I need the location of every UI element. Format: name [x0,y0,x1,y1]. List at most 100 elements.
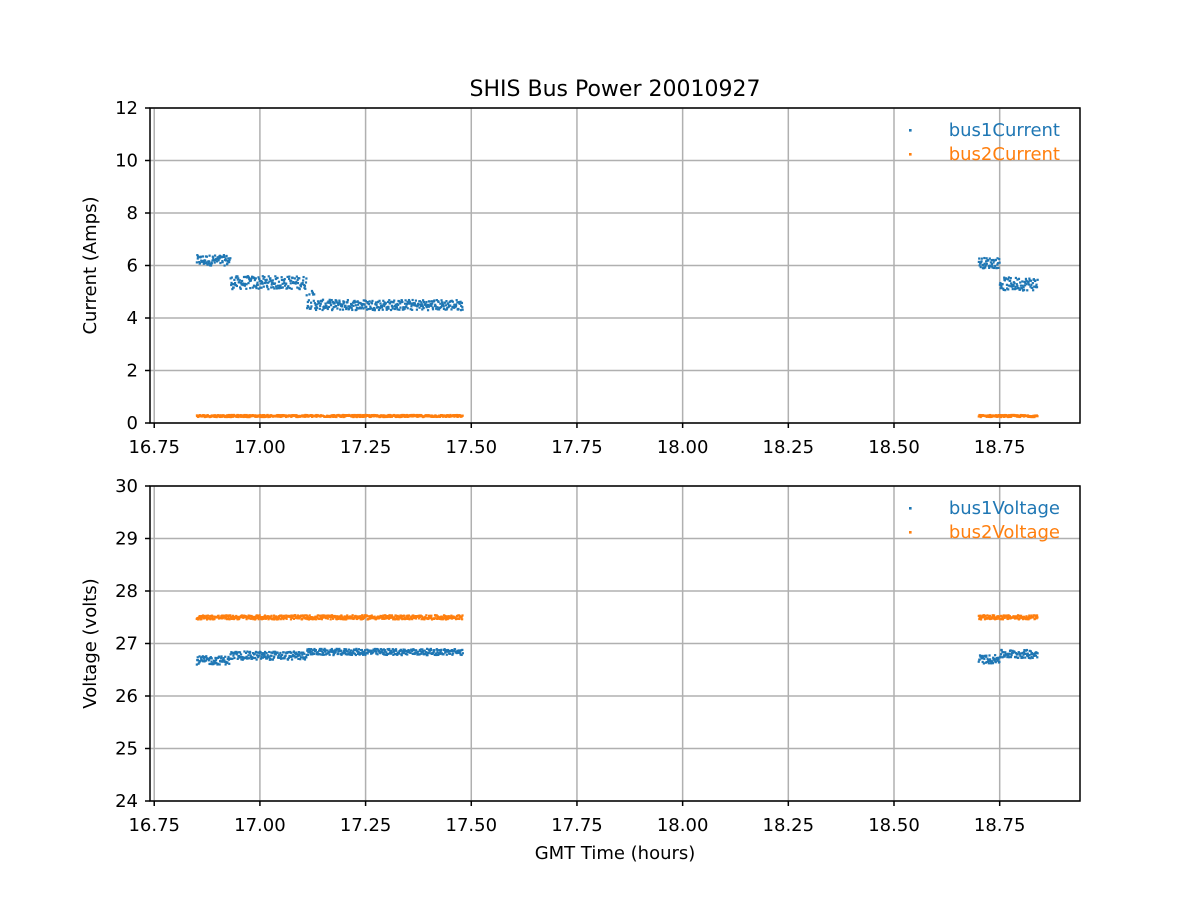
data-point [315,653,318,656]
data-point [998,415,1001,418]
data-point [437,300,440,304]
data-point [427,617,430,621]
data-point [1010,653,1013,657]
data-point [255,658,258,661]
data-point [270,283,273,286]
data-point [335,618,338,621]
data-point [396,614,399,618]
data-point [393,649,396,652]
data-point [450,308,453,311]
data-point [273,655,276,658]
data-point [244,656,247,660]
data-point [266,654,269,657]
data-point [980,257,983,260]
data-point [988,266,991,269]
data-point [991,614,995,617]
data-point [1033,415,1036,419]
data-point [367,307,370,311]
data-point [282,279,286,282]
data-point [1006,652,1009,655]
data-point [247,276,251,279]
data-point [373,616,376,619]
data-point [430,649,433,652]
data-point [454,616,457,619]
data-point [316,617,320,620]
data-point [377,648,380,651]
data-point [449,652,452,655]
data-point [294,656,297,659]
data-point [436,306,439,309]
y-tick-label: 26 [115,686,138,707]
data-point [219,261,222,265]
data-point [1002,288,1005,292]
data-point [1012,285,1015,288]
data-point [410,648,413,651]
data-point [290,279,293,282]
data-point [373,615,376,618]
data-point [206,263,209,266]
data-point [1036,278,1039,281]
data-point [413,304,416,307]
x-tick-label: 18.00 [657,815,709,836]
data-point [239,653,243,656]
legend-label: bus2Current [949,144,1060,165]
data-point [361,414,364,417]
data-point [459,309,462,312]
data-point [196,659,200,662]
data-point [987,662,990,665]
data-point [237,415,240,419]
data-point [285,617,288,620]
data-point [992,656,995,659]
data-point [379,302,382,305]
data-point [324,615,327,618]
data-point [1021,280,1024,283]
data-point [374,301,378,304]
data-point [279,614,282,618]
data-point [998,258,1001,261]
data-point [361,617,365,620]
data-point [208,260,211,263]
data-point [460,304,463,307]
data-point [221,259,224,263]
data-point [440,304,444,307]
data-point [453,415,456,418]
data-point [383,653,386,656]
y-axis-label: Voltage (volts) [80,578,101,708]
data-point [314,307,317,310]
data-point [216,257,219,260]
data-point [400,300,403,304]
data-point [1002,414,1005,417]
data-point [420,301,423,304]
data-point [219,660,222,663]
data-point [423,618,426,621]
data-point [315,415,318,418]
data-point [253,652,256,655]
data-point [452,649,456,652]
data-point [992,617,995,620]
data-point [461,306,464,309]
data-point [287,650,290,654]
data-point [327,300,330,303]
data-point [335,649,338,652]
data-point [307,299,310,302]
data-point [362,615,365,618]
data-point [308,649,312,652]
data-point [982,267,986,270]
data-point [382,651,385,654]
data-point [334,616,337,619]
data-point [442,303,445,306]
data-point [406,614,409,617]
data-point [348,615,351,618]
data-point [394,307,397,310]
data-point [983,262,986,265]
data-point [308,293,311,296]
data-point [230,657,233,661]
data-point [405,305,408,308]
data-point [1016,615,1019,618]
data-point [326,649,329,652]
data-point [1019,652,1023,655]
data-point [319,649,322,652]
data-point [372,308,375,311]
data-point [1000,284,1003,287]
data-point [1002,651,1005,654]
